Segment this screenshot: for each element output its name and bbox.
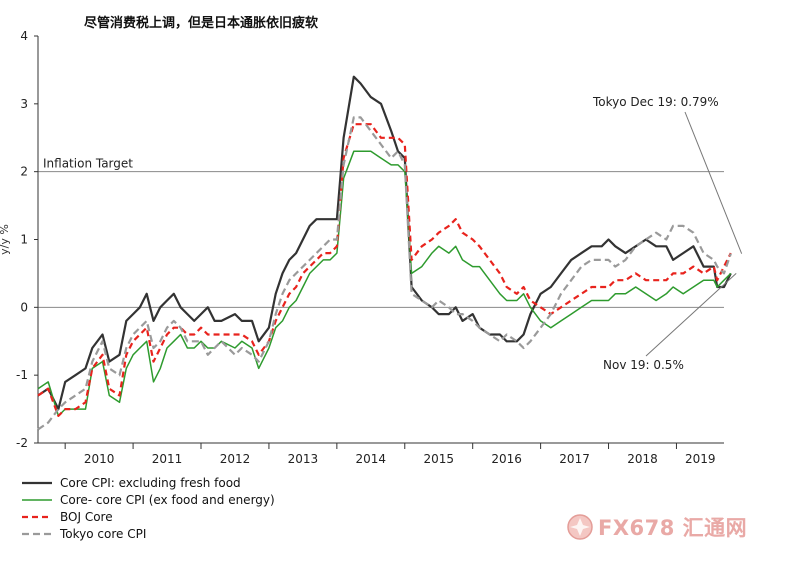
x-tick-label: 2016 <box>491 452 522 466</box>
axis-layer: -2 -1 0 1 2 3 4 y/y % 2010 2011 2012 2013 2014 2015 20… <box>0 29 724 466</box>
fx678-logo-icon <box>567 514 593 540</box>
grid-layer: Inflation Target <box>38 157 724 308</box>
x-tick-label: 2019 <box>685 452 716 466</box>
series-line-3 <box>37 123 732 417</box>
x-tick-label: 2014 <box>356 452 387 466</box>
y-tick-label: -2 <box>16 436 28 450</box>
x-tick-label: 2013 <box>288 452 319 466</box>
watermark: FX678 汇通网 <box>566 512 747 542</box>
annotation-tokyo-dec: Tokyo Dec 19: 0.79% <box>592 95 719 109</box>
legend-swatch <box>22 481 52 484</box>
legend-item: Tokyo core CPI <box>20 525 275 542</box>
legend-swatch <box>22 498 52 501</box>
legend-item: BOJ Core <box>20 508 275 525</box>
y-tick-label: 3 <box>20 97 28 111</box>
y-tick-label: 1 <box>20 233 28 247</box>
legend-label: BOJ Core <box>60 509 113 524</box>
x-tick-label: 2011 <box>152 452 183 466</box>
y-tick-label: 2 <box>20 165 28 179</box>
x-tick-label: 2010 <box>84 452 115 466</box>
legend: Core CPI: excluding fresh food Core- core… <box>20 474 275 542</box>
series-line-1 <box>37 75 732 411</box>
y-tick-label: 4 <box>20 29 28 43</box>
annotation-leader <box>684 111 743 254</box>
watermark-text: FX678 汇通网 <box>598 516 748 540</box>
series-line-4 <box>37 116 732 431</box>
annotation-leader <box>645 273 737 357</box>
legend-label: Core- core CPI (ex food and energy) <box>60 492 275 507</box>
x-tick-label: 2018 <box>627 452 658 466</box>
legend-label: Core CPI: excluding fresh food <box>60 475 241 490</box>
legend-label: Tokyo core CPI <box>60 526 147 541</box>
series-line-2 <box>37 150 732 417</box>
y-tick-label: -1 <box>16 368 28 382</box>
y-tick-label: 0 <box>20 300 28 314</box>
annotation-layer: Tokyo Dec 19: 0.79% Nov 19: 0.5% <box>592 95 743 372</box>
legend-item: Core CPI: excluding fresh food <box>20 474 275 491</box>
legend-item: Core- core CPI (ex food and energy) <box>20 491 275 508</box>
legend-swatch <box>22 515 52 518</box>
annotation-nov: Nov 19: 0.5% <box>603 358 684 372</box>
chart-title: 尽管消费税上调，但是日本通胀依旧疲软 <box>84 16 319 31</box>
x-tick-label: 2015 <box>423 452 454 466</box>
x-tick-label: 2017 <box>559 452 590 466</box>
series-layer <box>37 75 732 431</box>
legend-swatch <box>22 532 52 535</box>
y-axis-label: y/y % <box>0 224 11 255</box>
x-tick-label: 2012 <box>220 452 251 466</box>
inflation-target-label: Inflation Target <box>43 157 133 171</box>
